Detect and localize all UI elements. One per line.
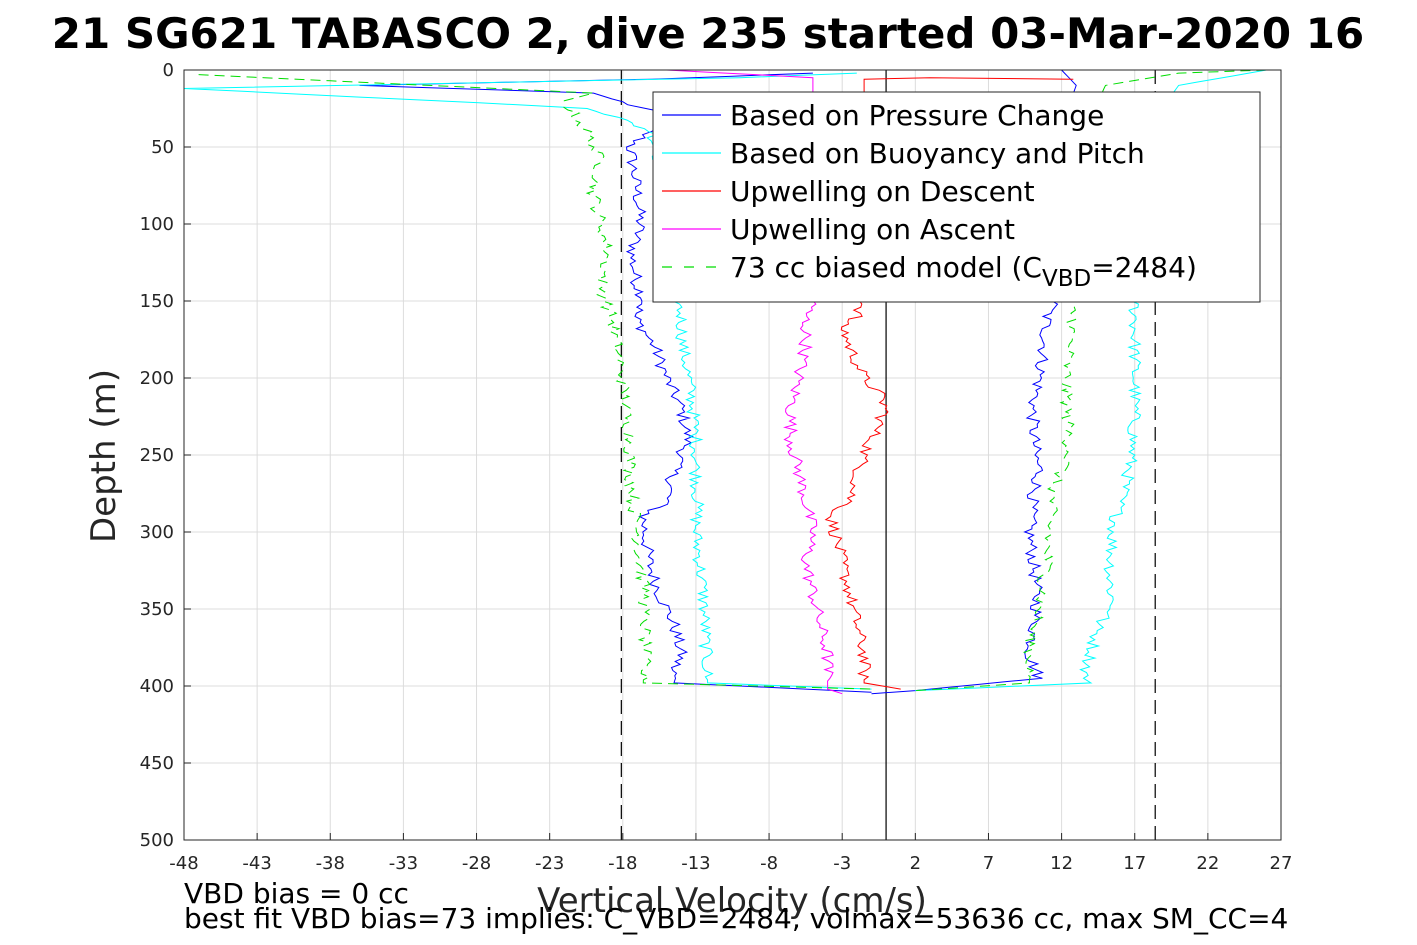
legend-label: Based on Pressure Change (730, 99, 1104, 132)
y-axis-label: Depth (m) (84, 369, 124, 543)
x-tick-label: -43 (242, 853, 271, 874)
x-tick-label: -28 (462, 853, 491, 874)
legend-label: 73 cc biased model (CVBD=2484) (730, 251, 1197, 292)
y-tick-label: 400 (140, 676, 174, 697)
chart-title: 21 SG621 TABASCO 2, dive 235 started 03-… (52, 9, 1364, 58)
x-tick-label: -48 (169, 853, 198, 874)
legend: Based on Pressure Change Based on Buoyanc… (652, 91, 1261, 303)
best-fit-note: best fit VBD bias=73 implies: C_VBD=2484… (184, 902, 1288, 935)
y-tick-label: 0 (163, 60, 174, 81)
x-tick-label: 12 (1050, 853, 1073, 874)
x-tick-label: 7 (983, 853, 994, 874)
tick-labels: -48 -43 -38 -33 -28 -23 -18 -13 -8 -3 2 7 12 17 22 2705… (140, 60, 1293, 874)
y-tick-label: 100 (140, 214, 174, 235)
series-line-0-descent (359, 72, 872, 693)
x-tick-label: -23 (535, 853, 564, 874)
x-tick-label: 22 (1196, 853, 1219, 874)
x-tick-label: 2 (910, 853, 921, 874)
y-tick-label: 150 (140, 291, 174, 312)
legend-label: Upwelling on Ascent (730, 213, 1015, 246)
y-tick-label: 50 (151, 137, 174, 158)
legend-label: Upwelling on Descent (730, 175, 1035, 208)
y-tick-label: 300 (140, 522, 174, 543)
legend-label: Based on Buoyancy and Pitch (730, 137, 1145, 170)
x-tick-label: 17 (1123, 853, 1146, 874)
y-tick-label: 350 (140, 599, 174, 620)
x-tick-label: -18 (608, 853, 637, 874)
x-tick-label: -38 (316, 853, 345, 874)
x-tick-label: 27 (1270, 853, 1293, 874)
y-tick-label: 450 (140, 753, 174, 774)
series-line-6-descent (198, 74, 872, 690)
x-tick-label: -3 (833, 853, 851, 874)
y-tick-label: 200 (140, 368, 174, 389)
legend-box (652, 91, 1261, 303)
x-axis-label: Vertical Velocity (cm/s) (537, 881, 927, 921)
y-tick-label: 250 (140, 445, 174, 466)
vbd-bias-note: VBD bias = 0 cc (184, 877, 409, 910)
y-tick-label: 500 (140, 830, 174, 851)
x-tick-label: -8 (760, 853, 778, 874)
x-tick-label: -33 (389, 853, 418, 874)
x-tick-label: -13 (681, 853, 710, 874)
